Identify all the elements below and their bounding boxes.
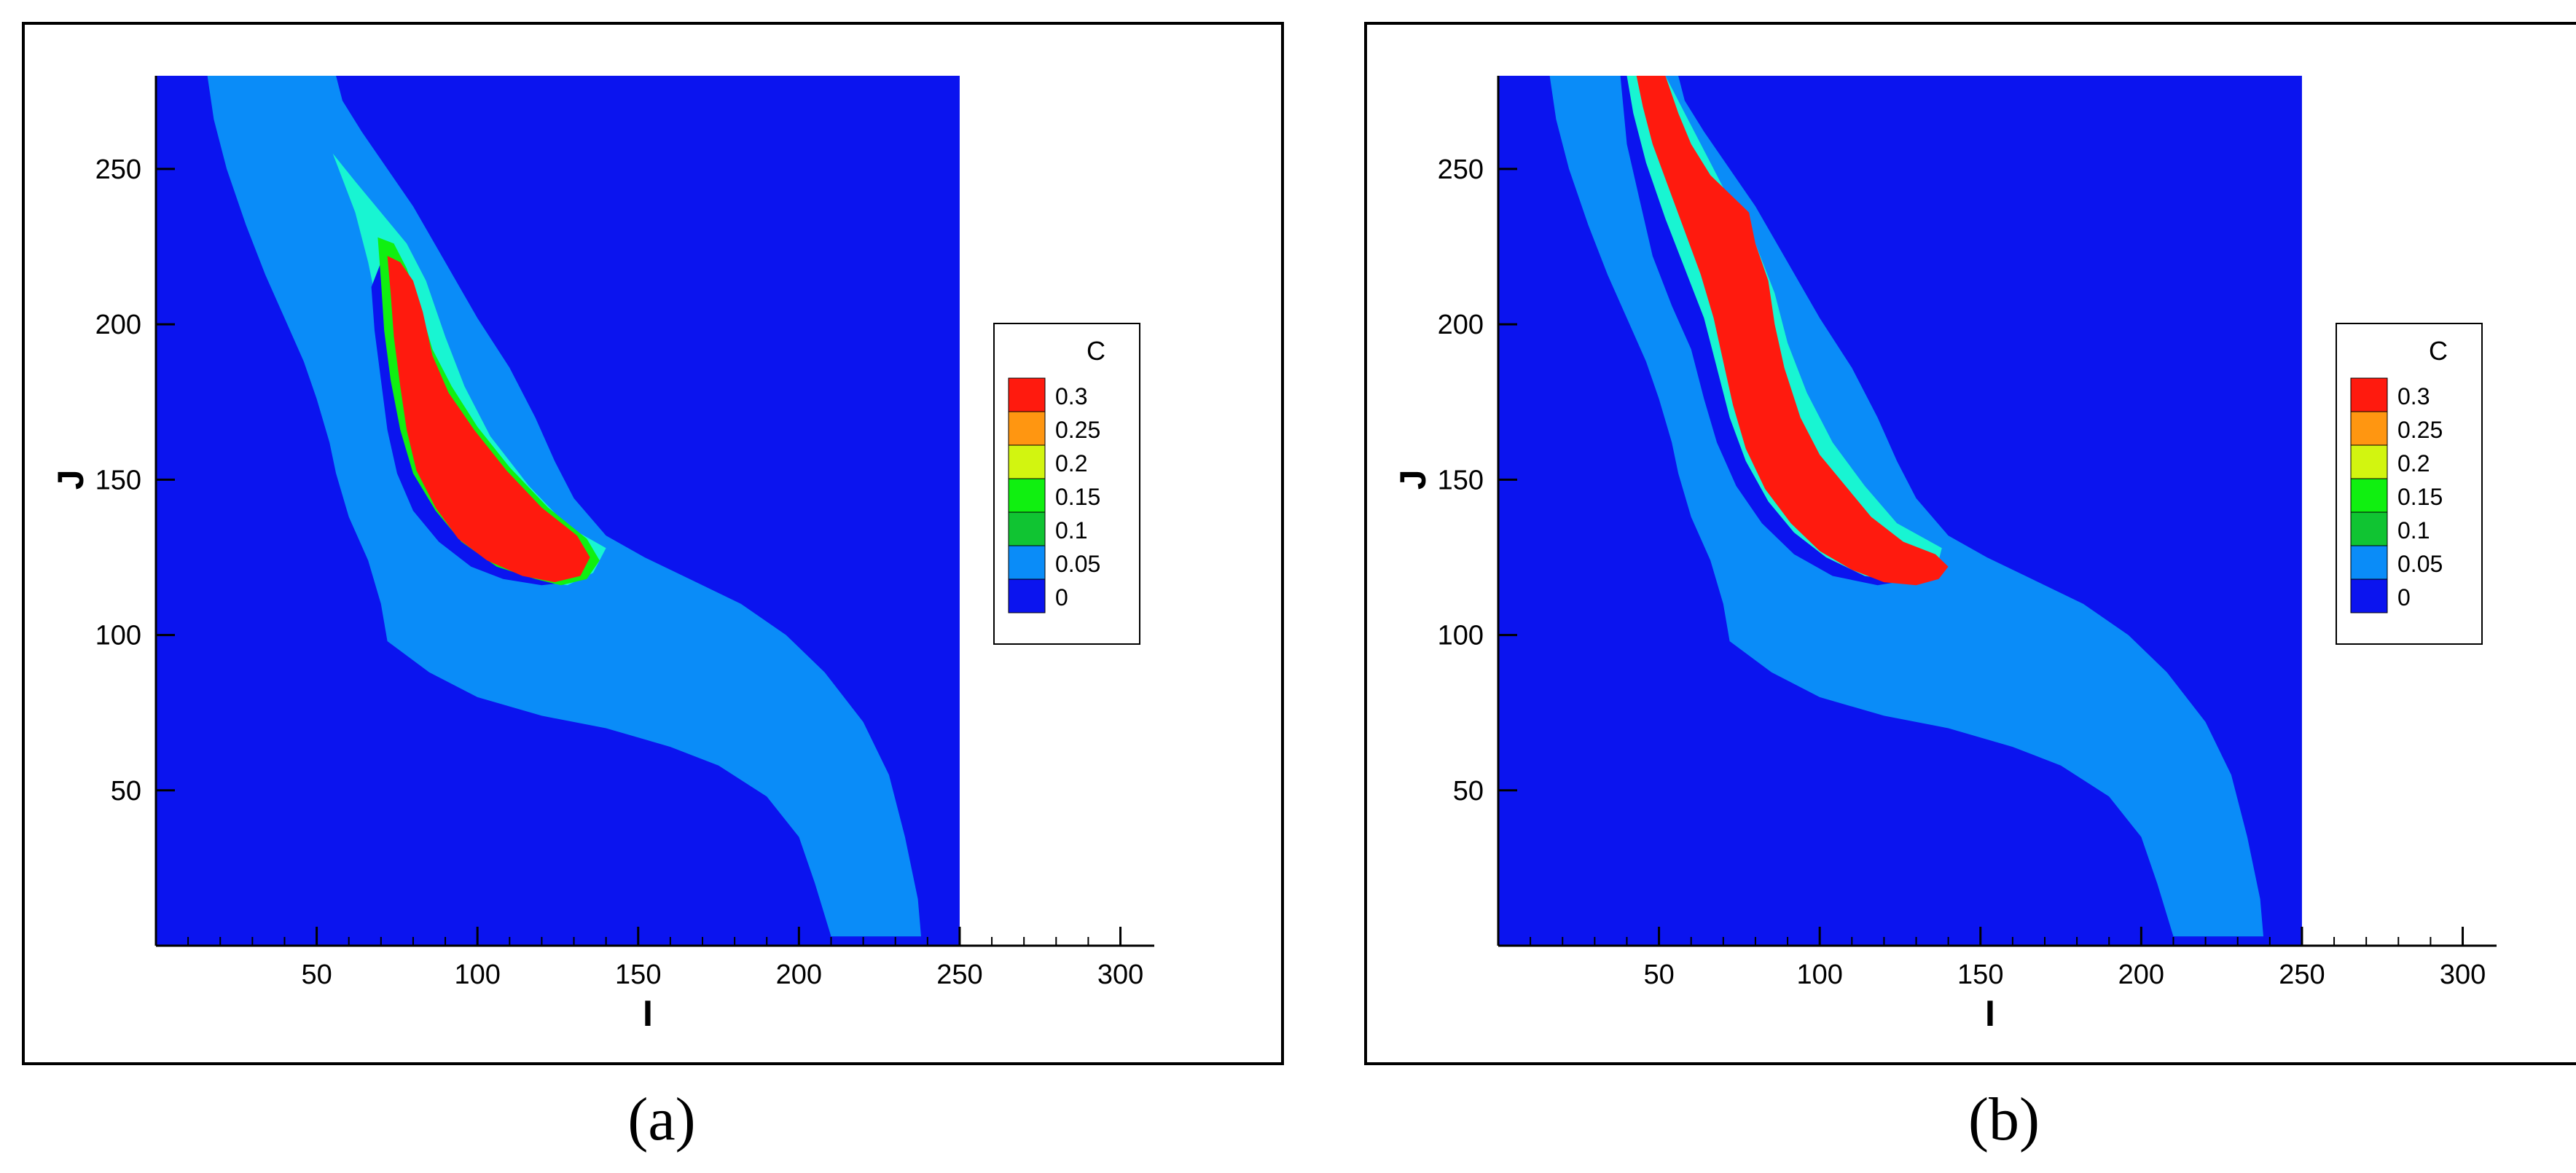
- legend-swatch-0_25: [2350, 411, 2388, 446]
- legend-label-0_05: 0.05: [2397, 551, 2443, 577]
- legend-label-0_05: 0.05: [1055, 551, 1100, 577]
- contour-region-0_0-2: [371, 262, 568, 586]
- x-axis-label: I: [1985, 993, 1995, 1034]
- plot-area: 50 100 150 200 250 300 50 100 150 200 250 I J: [50, 76, 1154, 1034]
- legend-swatch-0_15: [2350, 478, 2388, 513]
- y-tick-label-250: 250: [95, 154, 141, 185]
- contour-region-0_3-3: [1636, 76, 1949, 586]
- x-tick-label-50: 50: [301, 960, 332, 990]
- y-tick-label-200: 200: [95, 310, 141, 340]
- x-tick-label-100: 100: [1796, 960, 1842, 990]
- legend-swatch-0_2: [2350, 444, 2388, 479]
- x-tick-label-200: 200: [2118, 960, 2164, 990]
- y-axis-label: J: [1393, 469, 1433, 490]
- legend-label-0_15: 0.15: [2397, 484, 2443, 510]
- x-tick-label-100: 100: [454, 960, 500, 990]
- x-tick-label-150: 150: [615, 960, 661, 990]
- chart-a-svg: 50 100 150 200 250 300 50 100 150 200 250 I J C0.3 0.2…: [50, 76, 1154, 1034]
- legend-title: C: [1087, 336, 1105, 366]
- y-tick-label-50: 50: [1453, 776, 1484, 807]
- plot-area: 50 100 150 200 250 300 50 100 150 200 250 I J: [1393, 76, 2497, 1034]
- y-tick-label-100: 100: [95, 621, 141, 651]
- y-tick-label-150: 150: [1438, 465, 1484, 495]
- chart-b-svg: 50 100 150 200 250 300 50 100 150 200 250 I J C 0.3 0.2…: [1393, 76, 2497, 1034]
- y-tick-label-100: 100: [1438, 621, 1484, 651]
- panel-a-caption: (a): [627, 1086, 696, 1153]
- legend-label-0_2: 0.2: [2397, 450, 2430, 476]
- legend-swatch-0_15: [1008, 478, 1046, 513]
- x-tick-label-300: 300: [1097, 960, 1143, 990]
- legend-label-0_25: 0.25: [1055, 417, 1100, 443]
- y-axis-label: J: [50, 469, 91, 490]
- panel-b-caption: (b): [1968, 1086, 2040, 1153]
- legend-swatch-0_3: [2350, 377, 2388, 412]
- legend-label-0_1: 0.1: [1055, 517, 1087, 544]
- legend-swatch-0_3: [1008, 377, 1046, 412]
- x-tick-label-300: 300: [2440, 960, 2486, 990]
- y-tick-label-250: 250: [1438, 154, 1484, 185]
- x-tick-label-150: 150: [1957, 960, 2003, 990]
- x-tick-label-250: 250: [2279, 960, 2325, 990]
- legend-label-0_15: 0.15: [1055, 484, 1100, 510]
- legend-label-0_1: 0.1: [2397, 517, 2430, 544]
- legend-label-0_2: 0.2: [1055, 450, 1087, 476]
- chart-panel-a: 50 100 150 200 250 300 50 100 150 200 250 I J C 0.3 0.2…: [22, 22, 1284, 1065]
- legend-swatch-0_25: [1008, 411, 1046, 446]
- legend-swatch-0_1: [2350, 511, 2388, 546]
- legend-swatch-0: [2350, 578, 2388, 613]
- legend-swatch-0_1: [1008, 511, 1046, 546]
- x-axis-label: I: [643, 993, 653, 1034]
- legend-label-0: 0: [1055, 584, 1068, 611]
- y-tick-label-50: 50: [111, 776, 141, 807]
- legend-label-0: 0: [2397, 584, 2411, 611]
- legend-label-0_3: 0.3: [1055, 383, 1087, 409]
- legend-swatch-0_05: [2350, 545, 2388, 580]
- legend-swatch-0_2: [1008, 444, 1046, 479]
- x-tick-label-50: 50: [1643, 960, 1674, 990]
- legend: C0.3 0.25 0.2 0.15 0.1 0.05 0: [993, 323, 1140, 645]
- y-tick-label-200: 200: [1438, 310, 1484, 340]
- legend-swatch-0_05: [1008, 545, 1046, 580]
- chart-panel-b: 50 100 150 200 250 300 50 100 150 200 250 I J C 0.3 0.2…: [1364, 22, 2576, 1065]
- legend-title: C: [2429, 336, 2448, 366]
- legend: C 0.3 0.25 0.2 0.15 0.1 0.05 0: [2336, 323, 2483, 645]
- legend-label-0_25: 0.25: [2397, 417, 2443, 443]
- legend-swatch-0: [1008, 578, 1046, 613]
- contour-region-0_3-4: [387, 256, 590, 583]
- x-tick-label-200: 200: [776, 960, 822, 990]
- x-tick-label-250: 250: [936, 960, 982, 990]
- legend-label-0_3: 0.3: [2397, 383, 2430, 409]
- y-tick-label-150: 150: [95, 465, 141, 495]
